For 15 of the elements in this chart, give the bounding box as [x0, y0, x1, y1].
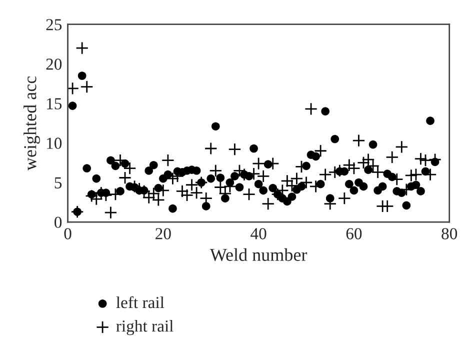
y-axis-title: weighted acc	[24, 76, 40, 171]
legend-label: left rail	[116, 296, 164, 308]
y-tick-label: 0	[54, 216, 62, 228]
x-tick-label: 80	[442, 228, 458, 240]
y-tick-label: 20	[46, 58, 62, 70]
x-tick-label: 0	[64, 228, 72, 240]
y-tick-label: 25	[46, 19, 62, 30]
legend-label: right rail	[116, 320, 174, 336]
x-tick-label: 20	[156, 228, 171, 240]
y-tick-label: 10	[47, 138, 62, 149]
y-tick-label: 15	[47, 98, 62, 110]
x-tick-label: 40	[250, 228, 266, 240]
x-tick-label: 60	[346, 228, 362, 240]
x-axis-title: Weld number	[210, 248, 308, 262]
y-tick-label: 5	[54, 177, 62, 188]
